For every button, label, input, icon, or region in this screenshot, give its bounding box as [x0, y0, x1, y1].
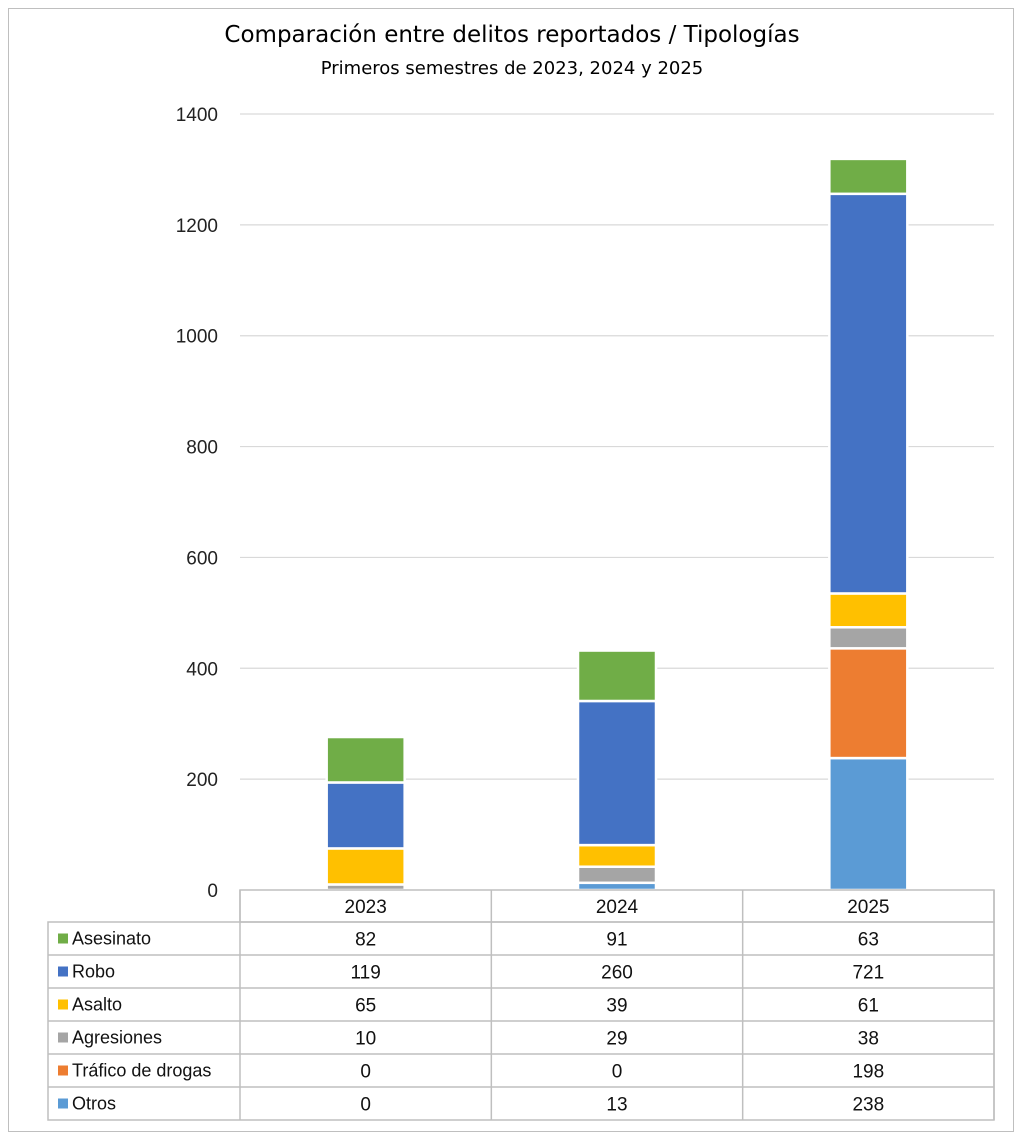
legend-key	[58, 999, 68, 1010]
bar-segment	[325, 781, 406, 850]
bar-segment	[576, 865, 658, 885]
bar-segment	[576, 649, 658, 703]
legend-label: Asalto	[72, 995, 122, 1015]
bar-segment	[576, 843, 658, 868]
bar-segment	[325, 735, 406, 784]
bar-segment	[828, 626, 909, 650]
table-cell-value: 13	[606, 1095, 627, 1116]
table-cell-value: 63	[858, 930, 879, 951]
legend-label: Otros	[72, 1094, 116, 1114]
table-cell-value: 65	[355, 996, 376, 1017]
table-cell-value: 721	[852, 963, 884, 984]
legend-label: Asesinato	[72, 929, 151, 949]
y-tick-label: 800	[186, 438, 218, 459]
legend-key	[58, 966, 68, 977]
bar-segment	[576, 699, 658, 847]
y-tick-label: 0	[207, 881, 218, 902]
table-cell-value: 91	[606, 930, 627, 951]
y-axis: 0 200 400 600 800 1000 1200 1400	[176, 105, 218, 902]
table-cell-value: 82	[355, 930, 376, 951]
table-cell-value: 0	[360, 1095, 371, 1116]
bar-segment	[828, 756, 909, 892]
table-cell-value: 238	[852, 1095, 884, 1116]
y-tick-label: 200	[186, 770, 218, 791]
bars	[325, 157, 909, 892]
data-table: 2023 2024 2025 Asesinato 82 91 63 Robo 119 260 721…	[47, 889, 995, 1121]
table-cell-value: 260	[601, 963, 633, 984]
table-cell-value: 61	[858, 996, 879, 1017]
bar-segment	[828, 647, 909, 760]
legend-key	[58, 1032, 68, 1043]
legend-label: Tráfico de drogas	[72, 1061, 211, 1081]
table-cell-value: 0	[360, 1062, 371, 1083]
y-tick-label: 600	[186, 548, 218, 569]
legend-key	[58, 1065, 68, 1076]
table-cell-value: 10	[355, 1029, 376, 1050]
x-category-label: 2023	[345, 897, 387, 918]
bar-segment	[828, 157, 909, 196]
table-cell-value: 38	[858, 1029, 879, 1050]
table-cell-value: 198	[852, 1062, 884, 1083]
bar-segment	[325, 847, 406, 886]
x-category-label: 2025	[847, 897, 889, 918]
y-tick-label: 1400	[176, 105, 218, 126]
legend-label: Robo	[72, 962, 115, 982]
x-category-label: 2024	[596, 897, 639, 918]
chart-subtitle: Primeros semestres de 2023, 2024 y 2025	[320, 58, 704, 79]
table-cell-value: 119	[351, 963, 381, 984]
table-cell-value: 0	[612, 1062, 623, 1083]
legend-label: Agresiones	[72, 1028, 162, 1048]
chart-title: Comparación entre delitos reportados / T…	[224, 22, 800, 48]
legend-key	[58, 933, 68, 944]
bar-segment	[828, 592, 909, 629]
legend-key	[58, 1098, 68, 1109]
table-cell-value: 39	[606, 996, 627, 1017]
y-tick-label: 400	[186, 659, 218, 680]
table-cell-value: 29	[606, 1029, 627, 1050]
y-tick-label: 1000	[176, 327, 218, 348]
y-tick-label: 1200	[176, 216, 218, 237]
bar-segment	[828, 192, 909, 595]
